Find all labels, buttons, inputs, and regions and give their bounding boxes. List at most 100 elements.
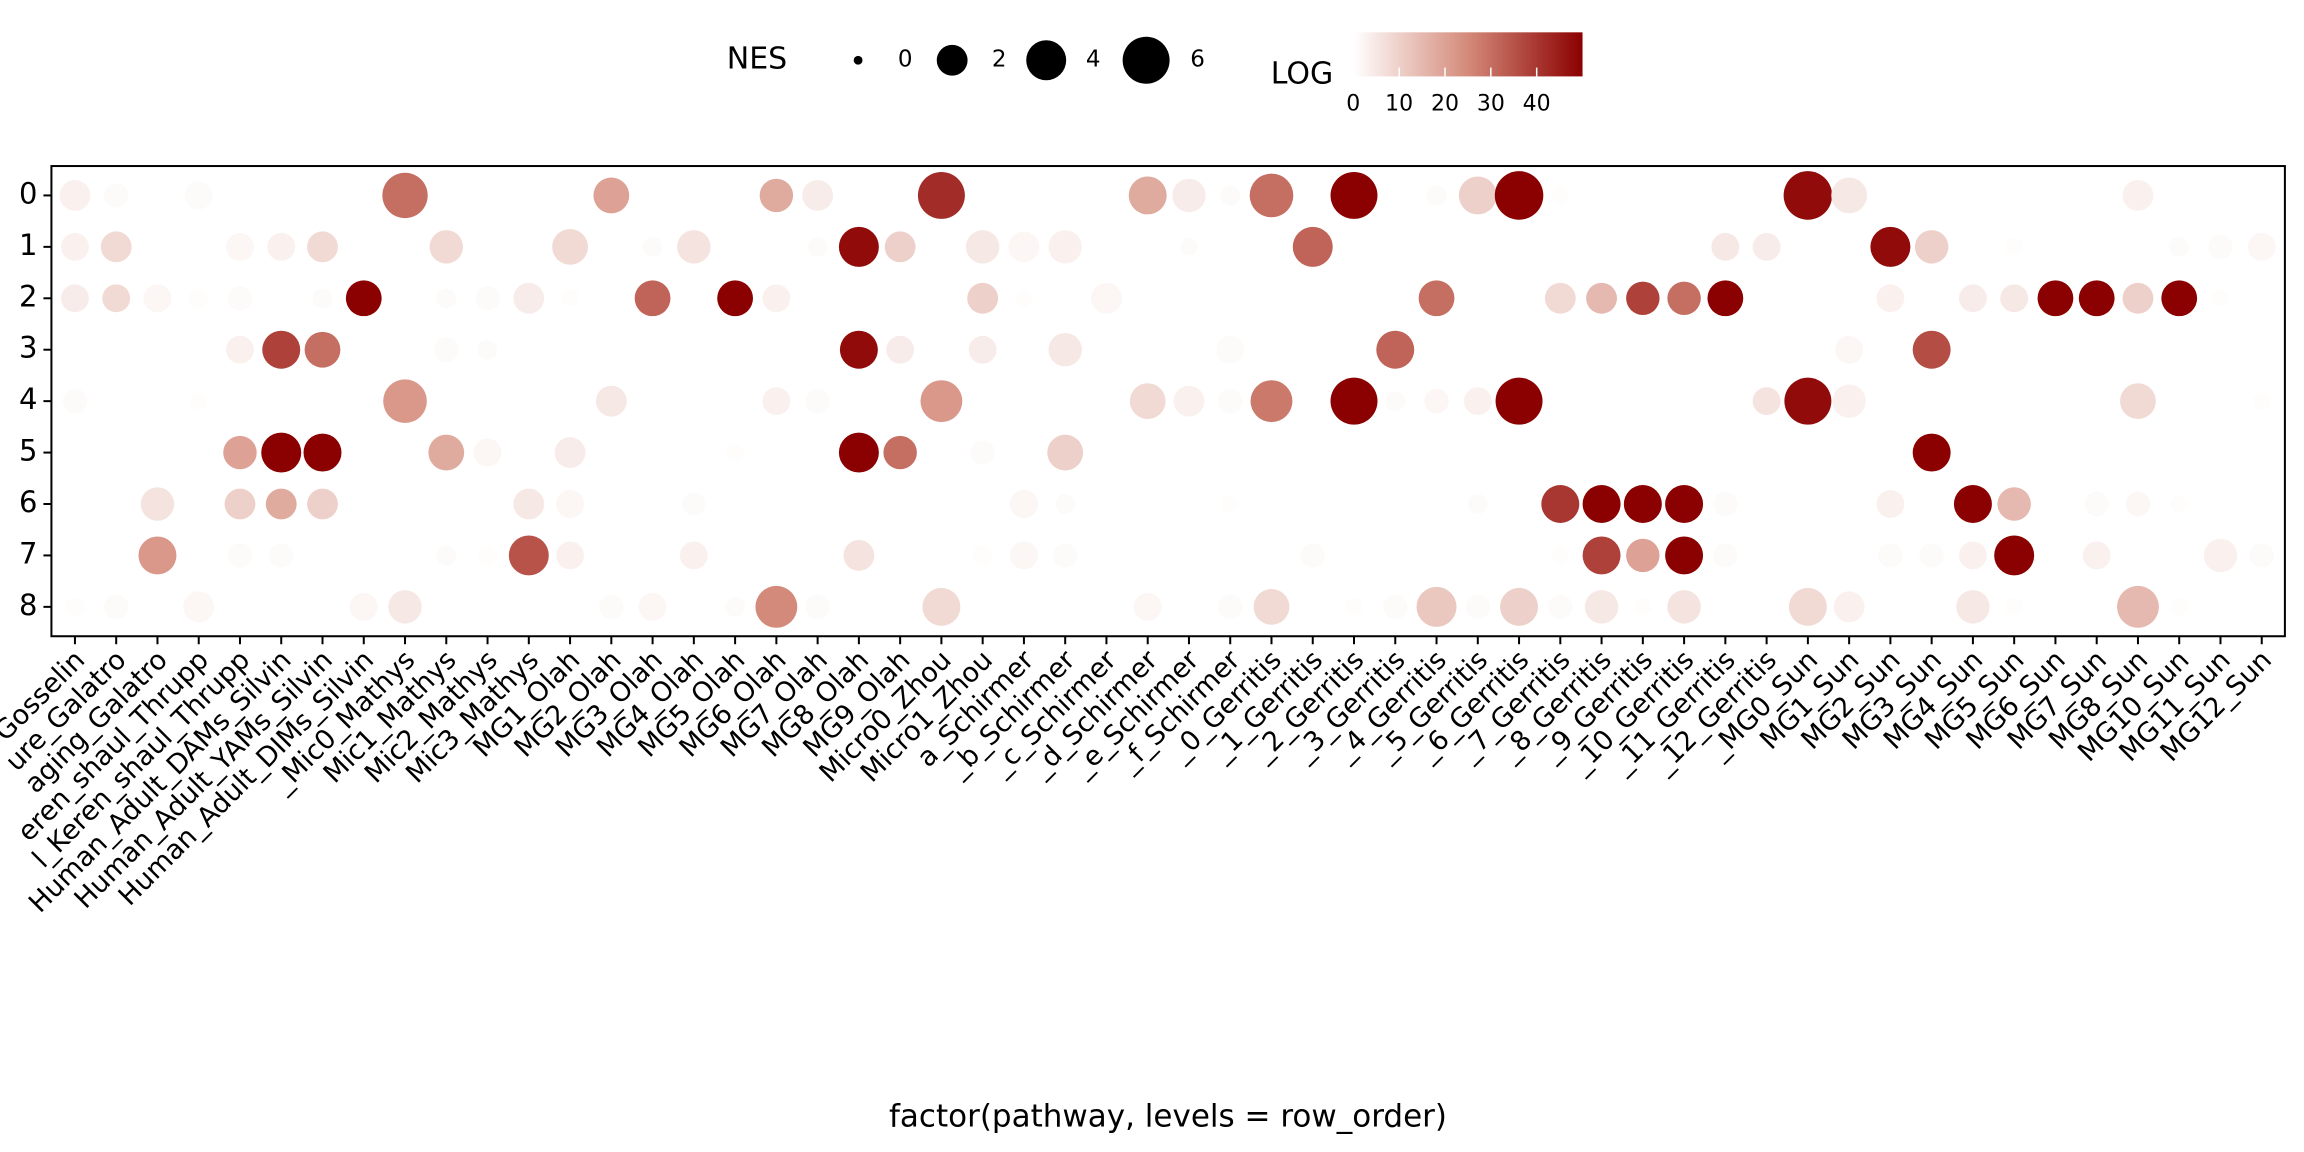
dot — [473, 438, 502, 467]
dot — [1582, 536, 1621, 575]
color-bar-label: 20 — [1431, 91, 1459, 116]
size-legend-label: 2 — [992, 47, 1007, 73]
size-legend-label: 0 — [898, 47, 913, 73]
color-bar — [1353, 32, 1583, 77]
dot — [2122, 282, 2154, 314]
dot — [1634, 598, 1652, 616]
dot — [554, 437, 586, 468]
dot — [60, 284, 89, 313]
dot — [1832, 384, 1866, 418]
dot — [261, 432, 302, 473]
size-legend-title: NES — [727, 42, 787, 77]
dot — [677, 230, 711, 264]
dot — [1551, 546, 1569, 565]
dot — [883, 435, 917, 470]
dot — [224, 488, 256, 520]
dot — [965, 230, 1000, 264]
dot — [805, 594, 830, 620]
dot — [140, 487, 175, 521]
dot — [304, 331, 341, 368]
dot — [1173, 385, 1205, 417]
dot — [1831, 177, 1868, 214]
dot — [1584, 590, 1619, 624]
size-legend-label: 4 — [1086, 47, 1101, 73]
dot — [1047, 434, 1084, 471]
dot — [634, 280, 671, 317]
dot — [1541, 485, 1580, 523]
dot — [2247, 232, 2276, 261]
dot — [1250, 380, 1293, 423]
dot — [1458, 176, 1497, 215]
dot — [104, 183, 129, 208]
dot — [1385, 391, 1406, 412]
dot — [1958, 284, 1987, 313]
dot — [265, 488, 297, 520]
dot — [508, 535, 549, 576]
dot — [477, 545, 498, 566]
size-legend-dot — [1122, 36, 1170, 84]
dot — [1249, 173, 1294, 218]
dot — [886, 335, 915, 364]
dot — [184, 181, 213, 210]
dot — [1008, 231, 1040, 263]
x-axis-title: factor(pathway, levels = row_order) — [889, 1099, 1447, 1135]
dot — [1551, 186, 1569, 205]
dot — [1180, 238, 1198, 256]
dot — [762, 284, 791, 313]
dot — [2211, 289, 2230, 307]
dot — [1788, 587, 1827, 626]
dot — [556, 541, 585, 570]
dot — [1467, 494, 1488, 514]
dot — [968, 335, 997, 364]
dot — [1665, 536, 1704, 575]
dot — [1752, 387, 1781, 416]
dot — [1707, 280, 1744, 317]
dot — [307, 488, 338, 520]
dot — [642, 236, 663, 257]
color-bar-label: 10 — [1385, 91, 1413, 116]
dot — [1667, 281, 1701, 316]
dot — [1216, 335, 1245, 364]
dot — [1465, 594, 1490, 620]
dot — [1330, 171, 1378, 219]
dot — [59, 180, 91, 211]
dot — [1009, 490, 1038, 518]
dot — [262, 330, 301, 369]
dot — [349, 592, 378, 621]
dot — [1091, 282, 1122, 314]
dot — [1870, 226, 1911, 267]
dot — [1218, 594, 1243, 620]
dot — [1586, 282, 1617, 314]
dot — [190, 392, 208, 410]
dot — [2120, 383, 2156, 420]
dot — [1494, 171, 1544, 220]
dot — [477, 339, 498, 360]
size-legend-label: 6 — [1190, 47, 1205, 73]
dot — [102, 284, 131, 313]
dot — [593, 177, 630, 214]
dot — [312, 288, 333, 309]
dot — [972, 545, 993, 566]
dot — [1876, 284, 1905, 313]
dot — [807, 236, 828, 257]
dot — [2125, 491, 2151, 517]
dot — [513, 282, 545, 314]
dot — [1919, 543, 1944, 568]
dot — [917, 171, 965, 219]
dot — [100, 231, 132, 263]
dot — [1914, 230, 1949, 264]
dot — [717, 280, 754, 317]
dot — [428, 434, 465, 471]
size-legend-dot — [936, 44, 968, 76]
dot — [104, 594, 129, 620]
dot — [839, 330, 878, 369]
dot — [429, 230, 464, 264]
dot — [2082, 541, 2111, 570]
dot — [726, 443, 744, 462]
dot — [223, 435, 257, 470]
dot — [1752, 232, 1781, 261]
dot — [1055, 494, 1076, 514]
dot — [345, 280, 382, 317]
dot — [1418, 280, 1455, 317]
